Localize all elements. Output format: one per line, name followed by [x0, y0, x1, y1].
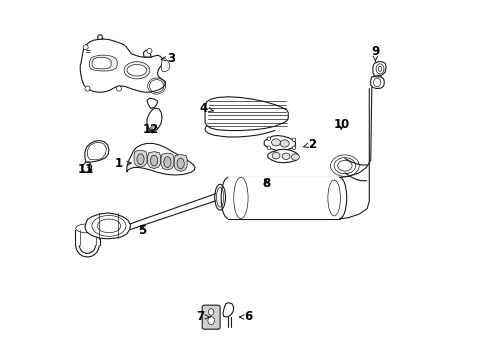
Text: 4: 4	[199, 102, 213, 115]
Ellipse shape	[116, 86, 121, 91]
Text: 5: 5	[138, 224, 146, 237]
Ellipse shape	[137, 154, 144, 165]
Polygon shape	[92, 57, 111, 69]
Text: 11: 11	[78, 163, 94, 176]
Ellipse shape	[127, 64, 146, 76]
Ellipse shape	[83, 45, 88, 50]
Text: 6: 6	[239, 310, 252, 324]
Ellipse shape	[150, 155, 158, 166]
Polygon shape	[264, 135, 295, 150]
Polygon shape	[372, 62, 386, 76]
Ellipse shape	[266, 137, 270, 140]
Text: 9: 9	[370, 45, 379, 61]
Ellipse shape	[207, 317, 214, 324]
Ellipse shape	[271, 139, 280, 146]
Ellipse shape	[282, 153, 289, 159]
Text: 10: 10	[332, 118, 349, 131]
Polygon shape	[161, 58, 169, 72]
Ellipse shape	[280, 140, 288, 147]
Polygon shape	[370, 77, 384, 89]
Text: 2: 2	[303, 138, 316, 150]
Polygon shape	[85, 140, 109, 162]
Ellipse shape	[266, 146, 270, 149]
Text: 3: 3	[161, 51, 175, 64]
Polygon shape	[161, 153, 174, 170]
Ellipse shape	[208, 309, 213, 315]
Polygon shape	[147, 108, 162, 131]
Ellipse shape	[147, 48, 152, 53]
Polygon shape	[134, 150, 147, 167]
Text: 12: 12	[142, 123, 158, 136]
Ellipse shape	[332, 177, 346, 219]
Polygon shape	[174, 154, 187, 171]
Ellipse shape	[221, 177, 235, 219]
Polygon shape	[85, 213, 130, 239]
Polygon shape	[204, 97, 287, 131]
Ellipse shape	[177, 158, 184, 169]
FancyBboxPatch shape	[202, 305, 220, 329]
Ellipse shape	[291, 154, 299, 160]
Polygon shape	[89, 55, 117, 71]
Polygon shape	[267, 149, 298, 163]
Ellipse shape	[292, 138, 295, 141]
Ellipse shape	[292, 146, 295, 149]
Ellipse shape	[85, 86, 90, 91]
Text: 1: 1	[115, 157, 131, 170]
Ellipse shape	[163, 157, 171, 167]
Text: 7: 7	[196, 310, 210, 324]
Polygon shape	[82, 162, 92, 173]
Ellipse shape	[124, 62, 149, 79]
Polygon shape	[97, 35, 102, 40]
Polygon shape	[223, 303, 233, 317]
Text: 8: 8	[262, 177, 269, 190]
Polygon shape	[147, 98, 158, 108]
Ellipse shape	[271, 152, 280, 159]
Polygon shape	[228, 177, 339, 219]
Polygon shape	[126, 143, 195, 175]
Polygon shape	[149, 127, 158, 131]
Polygon shape	[143, 50, 151, 57]
Polygon shape	[80, 39, 165, 92]
Polygon shape	[87, 142, 106, 160]
Polygon shape	[147, 152, 160, 168]
